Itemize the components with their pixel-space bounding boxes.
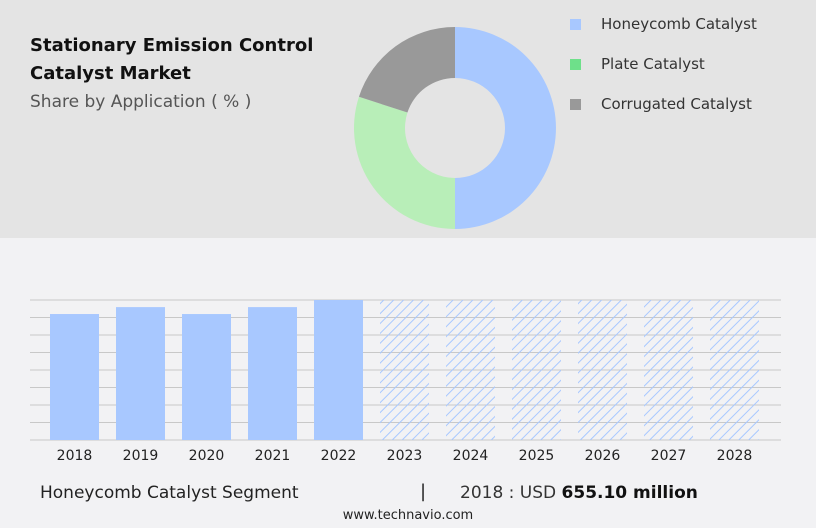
legend-swatch — [570, 58, 581, 70]
x-tick-label: 2028 — [717, 448, 753, 464]
x-tick-label: 2027 — [651, 448, 687, 464]
donut-slice — [358, 27, 455, 113]
footer-segment: Honeycomb Catalyst Segment — [40, 483, 299, 503]
legend-item-honeycomb: Honeycomb Catalyst — [570, 4, 757, 44]
x-tick-label: 2018 — [57, 448, 93, 464]
legend-swatch — [570, 18, 581, 30]
x-tick-label: 2025 — [519, 448, 555, 464]
x-tick-label: 2026 — [585, 448, 621, 464]
x-tick-label: 2023 — [387, 448, 423, 464]
bar-series — [50, 300, 759, 440]
forecast-bar — [644, 300, 693, 440]
forecast-bar — [512, 300, 561, 440]
bar — [248, 307, 297, 440]
x-tick-label: 2020 — [189, 448, 225, 464]
legend-label: Honeycomb Catalyst — [601, 15, 757, 33]
forecast-bar — [578, 300, 627, 440]
footer-value: 2018 : USD 655.10 million — [460, 483, 698, 503]
legend: Honeycomb Catalyst Plate Catalyst Corrug… — [570, 4, 757, 124]
donut-slice — [455, 27, 556, 229]
bar — [50, 314, 99, 440]
chart-subtitle: Share by Application ( % ) — [30, 92, 252, 112]
footer-value-amount: 655.10 million — [561, 483, 698, 503]
site-url: www.technavio.com — [342, 508, 474, 523]
legend-label: Corrugated Catalyst — [601, 95, 752, 113]
forecast-bar — [380, 300, 429, 440]
legend-item-corrugated: Corrugated Catalyst — [570, 84, 757, 124]
chart-title: Stationary Emission Control Catalyst Mar… — [30, 35, 314, 84]
x-tick-label: 2019 — [123, 448, 159, 464]
x-tick-label: 2022 — [321, 448, 357, 464]
bar — [182, 314, 231, 440]
legend-label: Plate Catalyst — [601, 55, 705, 73]
footer-separator: | — [420, 481, 427, 502]
donut-slice — [353, 96, 455, 230]
x-tick-label: 2024 — [453, 448, 489, 464]
forecast-bar — [446, 300, 495, 440]
bar — [116, 307, 165, 440]
legend-swatch — [570, 98, 581, 110]
x-axis-labels: 2018 2019 2020 2021 2022 2023 2024 2025 2026 2027… — [57, 448, 753, 464]
bar — [314, 300, 363, 440]
donut-chart — [353, 27, 556, 230]
footer-value-prefix: 2018 : USD — [460, 483, 557, 503]
legend-item-plate: Plate Catalyst — [570, 44, 757, 84]
forecast-bar — [710, 300, 759, 440]
x-tick-label: 2021 — [255, 448, 291, 464]
